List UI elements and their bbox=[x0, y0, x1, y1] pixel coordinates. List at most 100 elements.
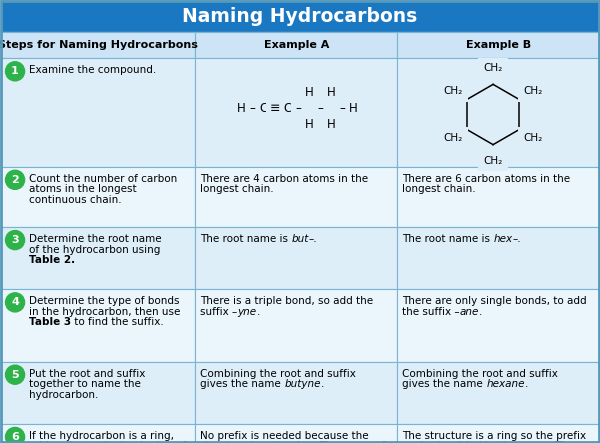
Text: atoms in the longest: atoms in the longest bbox=[29, 184, 137, 194]
Text: is added to the name. The: is added to the name. The bbox=[434, 442, 575, 443]
Bar bbox=[397, 289, 599, 361]
Text: Determine the root name: Determine the root name bbox=[29, 234, 162, 244]
Text: CH₂: CH₂ bbox=[523, 132, 542, 143]
Text: ane: ane bbox=[460, 307, 479, 317]
Text: longest chain.: longest chain. bbox=[402, 184, 476, 194]
Bar bbox=[196, 227, 397, 289]
Text: Put the root and suffix: Put the root and suffix bbox=[29, 369, 145, 379]
Bar bbox=[397, 227, 599, 289]
Text: If the hydrocarbon is a ring,: If the hydrocarbon is a ring, bbox=[29, 431, 174, 441]
Bar bbox=[196, 289, 397, 361]
Text: C: C bbox=[305, 102, 313, 115]
Text: to the beginning of: to the beginning of bbox=[83, 442, 185, 443]
Bar bbox=[1, 361, 196, 424]
Text: structure is not a ring. The name of: structure is not a ring. The name of bbox=[200, 442, 386, 443]
Bar bbox=[397, 361, 599, 424]
Text: –: – bbox=[340, 102, 346, 115]
Text: hexane: hexane bbox=[486, 379, 524, 389]
Bar bbox=[397, 167, 599, 227]
Text: 5: 5 bbox=[11, 370, 19, 380]
Text: Examine the compound.: Examine the compound. bbox=[29, 65, 157, 75]
Bar bbox=[196, 361, 397, 424]
Text: of the hydrocarbon using: of the hydrocarbon using bbox=[29, 245, 160, 255]
Text: There is a triple bond, so add the: There is a triple bond, so add the bbox=[200, 296, 373, 307]
Text: There are 4 carbon atoms in the: There are 4 carbon atoms in the bbox=[200, 174, 368, 184]
Text: add: add bbox=[29, 442, 52, 443]
Circle shape bbox=[5, 293, 25, 312]
Text: –.: –. bbox=[512, 234, 521, 244]
Text: cyclo–: cyclo– bbox=[402, 442, 434, 443]
Text: 1: 1 bbox=[11, 66, 19, 76]
Text: Table 3: Table 3 bbox=[29, 318, 71, 327]
Text: butyne: butyne bbox=[284, 379, 321, 389]
Text: longest chain.: longest chain. bbox=[200, 184, 274, 194]
Text: –: – bbox=[249, 102, 255, 115]
Text: –.: –. bbox=[309, 234, 317, 244]
Text: C: C bbox=[327, 102, 335, 115]
Circle shape bbox=[5, 230, 25, 249]
Bar bbox=[196, 167, 397, 227]
Text: continuous chain.: continuous chain. bbox=[29, 195, 122, 205]
Bar bbox=[397, 58, 599, 167]
Text: the suffix –: the suffix – bbox=[402, 307, 460, 317]
Text: together to name the: together to name the bbox=[29, 379, 141, 389]
Text: H: H bbox=[327, 86, 336, 99]
Text: .: . bbox=[257, 307, 260, 317]
Bar bbox=[196, 424, 397, 443]
Text: hydrocarbon.: hydrocarbon. bbox=[29, 390, 98, 400]
Bar bbox=[397, 424, 599, 443]
Circle shape bbox=[5, 62, 25, 81]
Text: yne: yne bbox=[238, 307, 257, 317]
Bar bbox=[1, 424, 196, 443]
Text: –: – bbox=[317, 102, 323, 115]
Text: Combining the root and suffix: Combining the root and suffix bbox=[402, 369, 558, 379]
Text: .: . bbox=[321, 379, 324, 389]
Text: in the hydrocarbon, then use: in the hydrocarbon, then use bbox=[29, 307, 181, 317]
Text: 6: 6 bbox=[11, 432, 19, 442]
Text: CH₂: CH₂ bbox=[443, 86, 463, 97]
Text: 3: 3 bbox=[11, 235, 19, 245]
Text: H: H bbox=[327, 118, 336, 131]
Text: Count the number of carbon: Count the number of carbon bbox=[29, 174, 178, 184]
Text: H: H bbox=[305, 118, 314, 131]
Text: The root name is: The root name is bbox=[402, 234, 493, 244]
Text: CH₂: CH₂ bbox=[443, 132, 463, 143]
Circle shape bbox=[5, 170, 25, 189]
Text: Example B: Example B bbox=[466, 40, 530, 50]
Text: 2: 2 bbox=[11, 175, 19, 185]
Circle shape bbox=[5, 427, 25, 443]
Bar bbox=[196, 32, 397, 58]
Text: gives the name: gives the name bbox=[200, 379, 284, 389]
Text: suffix –: suffix – bbox=[200, 307, 238, 317]
Text: CH₂: CH₂ bbox=[523, 86, 542, 97]
Bar bbox=[196, 58, 397, 167]
Bar bbox=[1, 0, 599, 32]
Text: CH₂: CH₂ bbox=[484, 63, 503, 73]
Text: .: . bbox=[479, 307, 482, 317]
Text: –: – bbox=[295, 102, 301, 115]
Text: to find the suffix.: to find the suffix. bbox=[71, 318, 164, 327]
Bar bbox=[1, 227, 196, 289]
Text: There are 6 carbon atoms in the: There are 6 carbon atoms in the bbox=[402, 174, 571, 184]
Text: Naming Hydrocarbons: Naming Hydrocarbons bbox=[182, 7, 418, 26]
Bar bbox=[1, 58, 196, 167]
Text: but: but bbox=[292, 234, 309, 244]
Text: C: C bbox=[283, 102, 292, 115]
Text: ≡: ≡ bbox=[270, 102, 280, 115]
Text: No prefix is needed because the: No prefix is needed because the bbox=[200, 431, 369, 441]
Text: .: . bbox=[524, 379, 528, 389]
Text: Example A: Example A bbox=[263, 40, 329, 50]
Circle shape bbox=[5, 365, 25, 384]
Bar bbox=[1, 167, 196, 227]
Text: H: H bbox=[349, 102, 358, 115]
Text: H: H bbox=[237, 102, 245, 115]
Text: gives the name: gives the name bbox=[402, 379, 486, 389]
Text: cyclo-: cyclo- bbox=[52, 442, 83, 443]
Text: hex: hex bbox=[493, 234, 512, 244]
Bar bbox=[397, 32, 599, 58]
Text: Steps for Naming Hydrocarbons: Steps for Naming Hydrocarbons bbox=[0, 40, 198, 50]
Text: Determine the type of bonds: Determine the type of bonds bbox=[29, 296, 179, 307]
Text: The root name is: The root name is bbox=[200, 234, 292, 244]
Text: H: H bbox=[305, 86, 314, 99]
Text: The structure is a ring so the prefix: The structure is a ring so the prefix bbox=[402, 431, 586, 441]
